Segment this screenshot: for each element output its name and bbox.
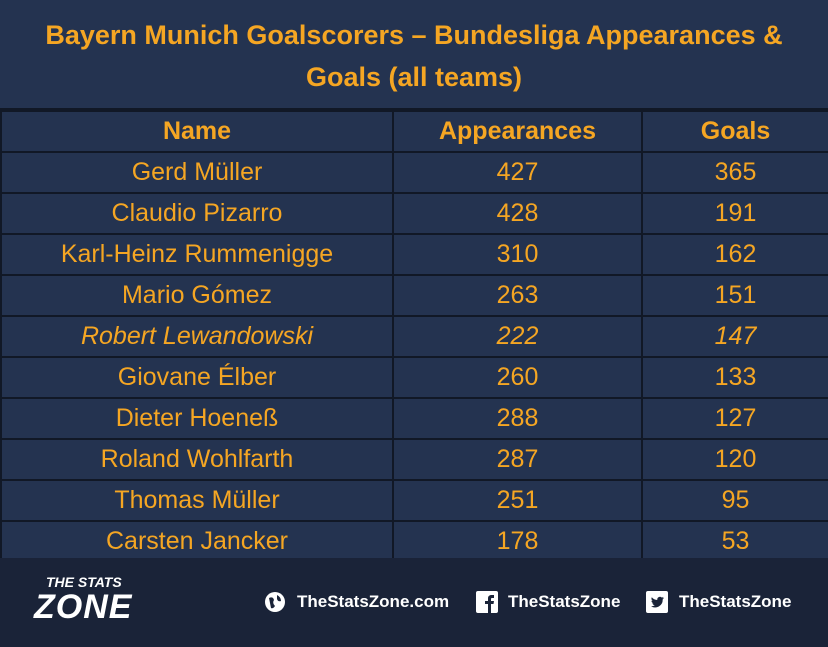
table-cell: 133 — [641, 356, 828, 399]
table-cell: 191 — [641, 192, 828, 235]
header-row: Name Appearances Goals — [0, 110, 828, 153]
table-cell: 427 — [392, 151, 643, 194]
logo-bottom: ZONE — [34, 588, 133, 626]
table-cell: 251 — [392, 479, 643, 522]
table-cell: 127 — [641, 397, 828, 440]
globe-icon — [265, 592, 285, 612]
table-cell: 310 — [392, 233, 643, 276]
table-cell: Mario Gómez — [0, 274, 394, 317]
table-row: Dieter Hoeneß 288 127 — [0, 397, 828, 440]
table: Name Appearances Goals Gerd Müller 427 365 Cl… — [0, 110, 828, 563]
table-cell: 288 — [392, 397, 643, 440]
table-cell: Claudio Pizarro — [0, 192, 394, 235]
table-row: Mario Gómez 263 151 — [0, 274, 828, 317]
table-row: Claudio Pizarro 428 191 — [0, 192, 828, 235]
logo-top: THE STATS — [46, 574, 122, 590]
table-cell: Karl-Heinz Rummenigge — [0, 233, 394, 276]
table-cell: 428 — [392, 192, 643, 235]
table-row: Robert Lewandowski 222 147 — [0, 315, 828, 358]
table-cell: Gerd Müller — [0, 151, 394, 194]
table-cell: Dieter Hoeneß — [0, 397, 394, 440]
table-cell: 178 — [392, 520, 643, 563]
table-row: Thomas Müller 251 95 — [0, 479, 828, 522]
facebook-icon — [476, 591, 498, 613]
table-cell: 53 — [641, 520, 828, 563]
table-body: Gerd Müller 427 365 Claudio Pizarro 428 191 Ka… — [0, 151, 828, 563]
column-header: Goals — [641, 110, 828, 153]
table-cell: 263 — [392, 274, 643, 317]
table-row: Giovane Élber 260 133 — [0, 356, 828, 399]
table-row: Carsten Jancker 178 53 — [0, 520, 828, 563]
facebook-handle[interactable]: TheStatsZone — [508, 592, 621, 611]
table-cell: Thomas Müller — [0, 479, 394, 522]
footer: THE STATS ZONE TheStatsZone.com TheStats… — [0, 558, 828, 647]
table-cell: 260 — [392, 356, 643, 399]
column-header: Appearances — [392, 110, 643, 153]
table-cell: Robert Lewandowski — [0, 315, 394, 358]
table-cell: Roland Wohlfarth — [0, 438, 394, 481]
table-cell: 222 — [392, 315, 643, 358]
column-header: Name — [0, 110, 394, 153]
table-cell: Giovane Élber — [0, 356, 394, 399]
table-row: Roland Wohlfarth 287 120 — [0, 438, 828, 481]
table-cell: 287 — [392, 438, 643, 481]
twitter-icon — [646, 591, 668, 613]
table-cell: 365 — [641, 151, 828, 194]
table-cell: 162 — [641, 233, 828, 276]
table-row: Gerd Müller 427 365 — [0, 151, 828, 194]
table-row: Karl-Heinz Rummenigge 310 162 — [0, 233, 828, 276]
website[interactable]: TheStatsZone.com — [297, 592, 450, 611]
table-cell: Carsten Jancker — [0, 520, 394, 563]
table-cell: 120 — [641, 438, 828, 481]
title: Bayern Munich Goalscorers – Bundesliga A… — [0, 0, 828, 110]
table-cell: 151 — [641, 274, 828, 317]
table-cell: 95 — [641, 479, 828, 522]
twitter-handle[interactable]: TheStatsZone — [679, 592, 792, 611]
table-cell: 147 — [641, 315, 828, 358]
